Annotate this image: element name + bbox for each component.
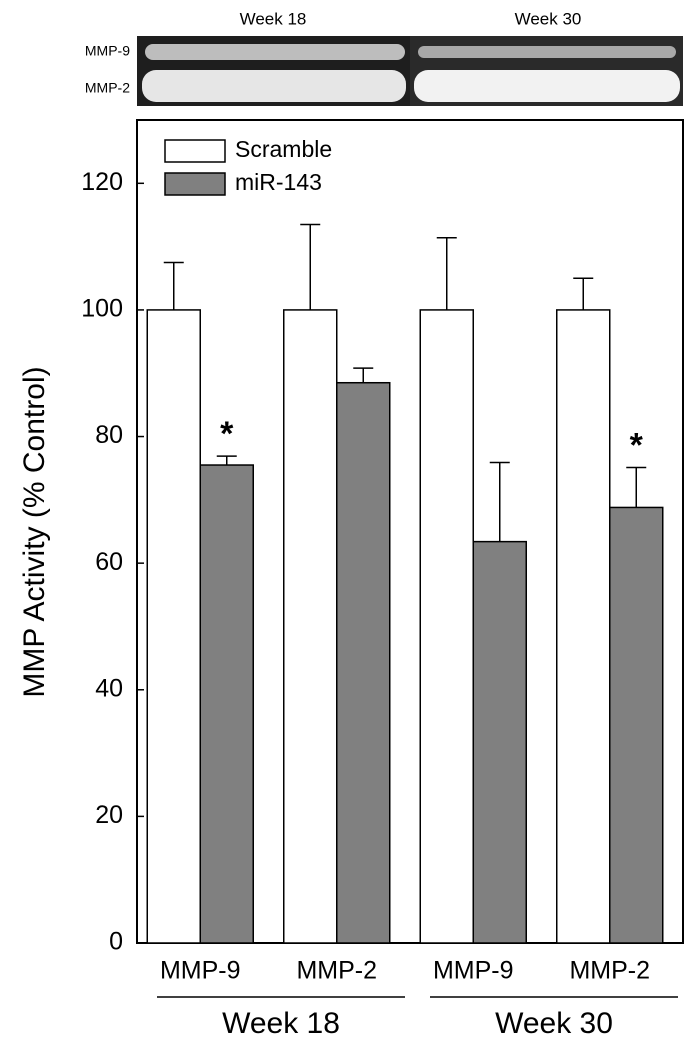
gel-row-label: MMP-9 (85, 43, 130, 59)
legend-label: miR-143 (235, 169, 322, 195)
gel-band (145, 44, 405, 60)
bar (283, 309, 338, 944)
group-label: Week 18 (222, 1007, 340, 1040)
plot-frame (136, 119, 684, 944)
x-tick-label: MMP-2 (569, 957, 650, 985)
gel-column-label: Week 18 (240, 9, 307, 28)
y-axis-label: MMP Activity (% Control) (18, 366, 51, 697)
legend-swatch (164, 172, 226, 196)
legend-swatch (164, 139, 226, 163)
gel-band (414, 70, 680, 102)
bar (609, 506, 664, 944)
y-tick-label: 40 (95, 674, 123, 702)
y-tick-label: 0 (109, 928, 123, 956)
x-tick-label: MMP-9 (160, 957, 241, 985)
gel-row-label: MMP-2 (85, 80, 130, 96)
y-tick-label: 80 (95, 421, 123, 449)
gel-band (418, 46, 676, 58)
gel-column-label: Week 30 (515, 9, 582, 28)
x-tick-label: MMP-2 (296, 957, 377, 985)
bar (336, 381, 391, 944)
y-tick-label: 120 (81, 168, 123, 196)
legend-label: Scramble (235, 136, 332, 162)
significance-marker: * (220, 415, 234, 453)
group-label: Week 30 (495, 1007, 613, 1040)
gel-band (142, 70, 406, 102)
y-tick-label: 60 (95, 548, 123, 576)
y-tick-label: 100 (81, 295, 123, 323)
bar (419, 309, 474, 944)
gel-image (137, 36, 683, 106)
bar (199, 464, 254, 944)
x-tick-label: MMP-9 (433, 957, 514, 985)
bar (556, 309, 611, 944)
significance-marker: * (630, 427, 644, 465)
bar (472, 540, 527, 944)
bar (146, 309, 201, 944)
y-tick-label: 20 (95, 801, 123, 829)
